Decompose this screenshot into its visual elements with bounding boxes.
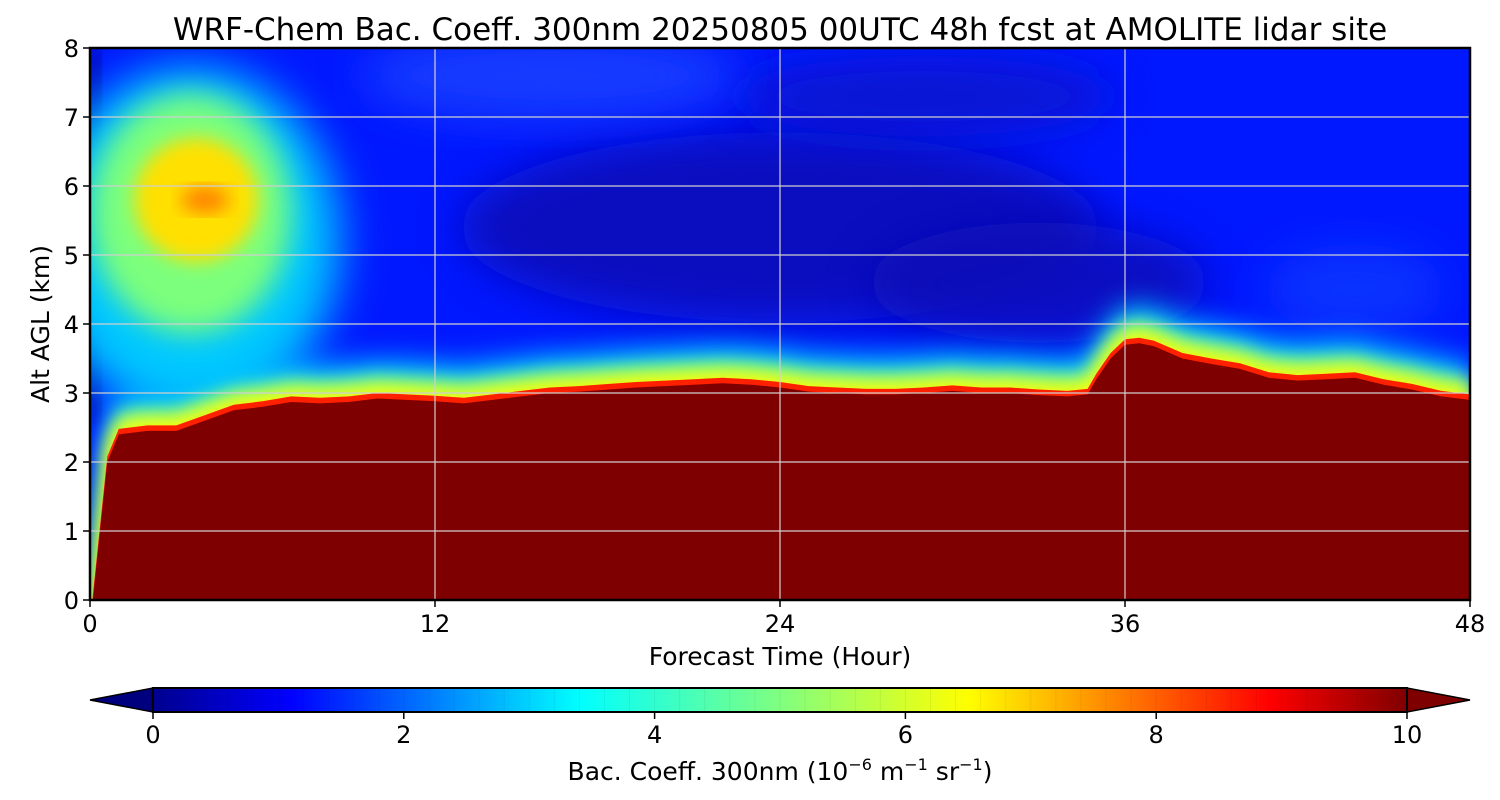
heatmap-field <box>90 48 1470 600</box>
colorbar-tick-label: 0 <box>145 721 160 749</box>
colorbar-extend-high <box>1406 687 1471 713</box>
y-tick-label: 6 <box>64 173 79 201</box>
colorbar-label: Bac. Coeff. 300nm (10−6 m−1 sr−1) <box>568 755 993 786</box>
x-axis: 0 12 24 36 48 <box>82 600 1485 638</box>
x-tick-label: 36 <box>1110 610 1141 638</box>
y-tick-label: 2 <box>64 449 79 477</box>
x-tick-label: 24 <box>765 610 796 638</box>
colorbar-tick-label: 4 <box>647 721 662 749</box>
y-tick-label: 7 <box>64 104 79 132</box>
y-tick-label: 1 <box>64 518 79 546</box>
dark-blue-region <box>733 56 1114 137</box>
x-tick-label: 0 <box>82 610 97 638</box>
colorbar-tick-label: 2 <box>396 721 411 749</box>
x-tick-label: 48 <box>1455 610 1486 638</box>
light-blue-region <box>1265 244 1445 335</box>
boundary-layer-core <box>92 343 1470 600</box>
colorbar-tick-label: 8 <box>1149 721 1164 749</box>
y-axis: 0 1 2 3 4 5 6 7 8 <box>64 35 90 615</box>
y-tick-label: 5 <box>64 242 79 270</box>
y-axis-label: Alt AGL (km) <box>26 245 55 403</box>
y-tick-label: 3 <box>64 380 79 408</box>
grid-lines <box>90 48 1470 600</box>
x-tick-label: 12 <box>420 610 451 638</box>
colorbar-body <box>153 688 1407 712</box>
colorbar-tick-label: 6 <box>898 721 913 749</box>
colorbar-frame <box>152 687 1408 713</box>
y-tick-label: 4 <box>64 311 79 339</box>
colorbar-extend-low <box>89 687 154 713</box>
y-tick-label: 0 <box>64 587 79 615</box>
colorbar: 0 2 4 6 8 10 Bac. Coeff. 300nm (10−6 m−1 sr−1… <box>89 687 1471 786</box>
light-blue-region <box>360 48 740 121</box>
chart-title: WRF-Chem Bac. Coeff. 300nm 20250805 00UT… <box>173 12 1387 48</box>
colorbar-tick-label: 10 <box>1392 721 1423 749</box>
colorbar-ticks: 0 2 4 6 8 10 <box>145 712 1422 749</box>
y-tick-label: 8 <box>64 35 79 63</box>
aerosol-plume-peak <box>181 186 229 213</box>
x-axis-label: Forecast Time (Hour) <box>649 642 912 671</box>
